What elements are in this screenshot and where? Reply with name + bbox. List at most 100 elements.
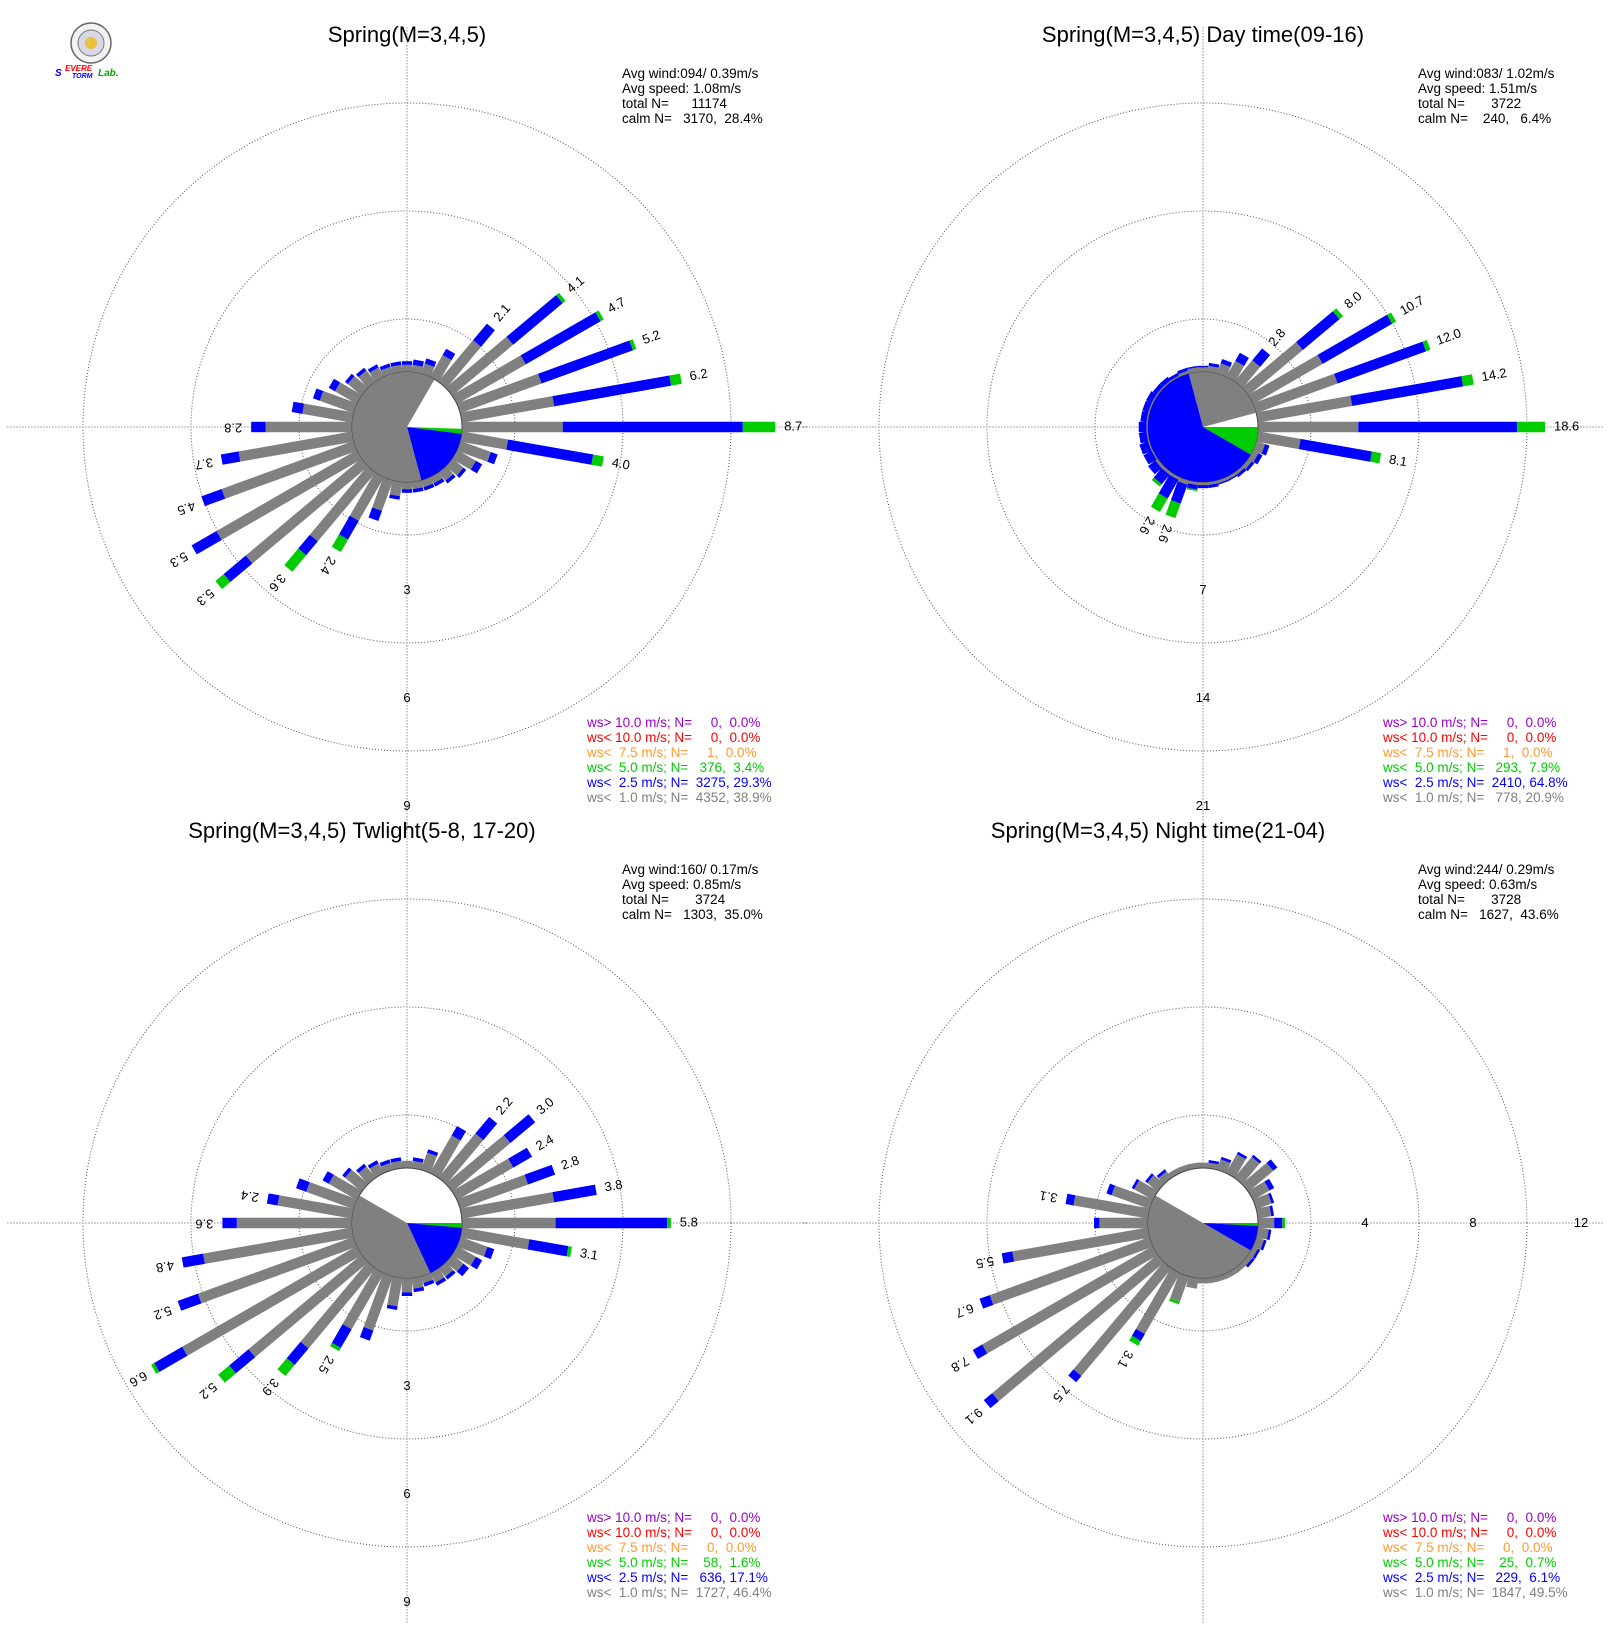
bar-segment-lt1	[1148, 440, 1154, 452]
bar-segment-lt1	[1207, 1162, 1219, 1170]
bar-segment-lt1	[1012, 1227, 1150, 1262]
bar-segment-lt1	[1216, 1159, 1231, 1174]
bar-segment-lt1	[1197, 1278, 1209, 1284]
bar-label: 3.0	[533, 1094, 556, 1117]
stats-line: total N= 3728	[1418, 892, 1521, 907]
bar-segment-lt5	[1370, 451, 1382, 464]
legend-entry-lt10: ws< 10.0 m/s; N= 0, 0.0%	[1382, 730, 1556, 745]
ring-label: 12	[1574, 1215, 1588, 1230]
bar-segment-lt5	[556, 292, 566, 304]
bar-label: 2.8	[224, 421, 242, 436]
bar-segment-lt1	[1178, 370, 1190, 378]
bar-label: 2.4	[533, 1131, 556, 1153]
bar-segment-lt5	[667, 1217, 671, 1229]
bar-segment-lt1	[1225, 360, 1245, 382]
bar-segment-lt2_5	[1220, 1156, 1232, 1163]
bar-segment-lt1	[429, 1135, 461, 1178]
bar-segment-lt5	[1422, 339, 1431, 352]
bar-segment-lt2_5	[1187, 365, 1198, 370]
bar-label: 3.7	[194, 455, 214, 473]
bar-label: 9.1	[962, 1405, 985, 1428]
bar-segment-lt2_5	[470, 460, 483, 474]
bar-segment-lt1	[1241, 458, 1253, 470]
legend-entry-lt5: ws< 5.0 m/s; N= 293, 7.9%	[1382, 760, 1560, 775]
severe-storm-lab-logo: S EVERE TORM Lab.	[55, 22, 119, 80]
ring-label: 4	[1361, 1215, 1368, 1230]
bar-segment-lt2_5	[1138, 431, 1149, 444]
bar-segment-lt5	[151, 1362, 160, 1374]
bar-segment-lt1	[1225, 472, 1237, 480]
stats-line: total N= 11174	[622, 96, 727, 111]
logo-text-torm: TORM	[72, 73, 93, 80]
bar-segment-lt5	[1151, 477, 1162, 487]
bar-segment-lt2_5	[1217, 479, 1229, 485]
bar-segment-lt2_5	[344, 373, 355, 385]
bar-segment-lt5	[591, 454, 604, 467]
bar-segment-lt2_5	[527, 1239, 569, 1257]
bar-segment-lt1	[411, 1276, 424, 1289]
bar-segment-lt1	[1169, 472, 1181, 480]
bar-segment-lt1	[1225, 1154, 1246, 1178]
bar-segment-lt2_5	[1268, 1192, 1275, 1204]
bar-segment-lt2_5	[1197, 485, 1209, 489]
bar-segment-lt2_5	[1260, 1239, 1267, 1251]
bar-segment-lt5	[742, 421, 776, 433]
bar-segment-lt2_5	[1197, 365, 1209, 368]
bar-segment-lt1	[1252, 373, 1338, 414]
bar-segment-lt1	[452, 355, 526, 405]
bar-segment-lt1	[347, 376, 369, 396]
bar-segment-lt2_5	[1131, 1328, 1145, 1342]
bar-segment-lt2_5	[1138, 421, 1147, 433]
bar-segment-lt1	[1168, 1168, 1181, 1178]
bar-segment-lt2_5	[1158, 474, 1179, 499]
calm-sector-lt1	[1203, 372, 1257, 427]
bar-segment-lt2_5	[1106, 1183, 1116, 1196]
bar-segment-lt2_5	[359, 1327, 374, 1341]
bar-segment-lt1	[203, 1227, 354, 1264]
bar-segment-lt2_5	[401, 361, 413, 365]
bar-segment-lt1	[1207, 365, 1219, 374]
legend-entry-lt2_5: ws< 2.5 m/s; N= 2410, 64.8%	[1382, 775, 1568, 790]
calm-sector-lt1	[407, 372, 435, 427]
bar-segment-lt1	[1073, 1195, 1150, 1219]
bar-segment-lt2_5	[1266, 1159, 1278, 1171]
bar-label: 12.0	[1434, 325, 1463, 348]
bar-segment-lt1	[344, 1169, 369, 1192]
bar-segment-lt2_5	[1131, 1178, 1140, 1190]
bar-segment-lt2_5	[1207, 483, 1219, 489]
ring-label: 9	[403, 1594, 410, 1609]
windrose-panel-1: 3 6 9 2.1 4.1 4.7 5.2 6.2 8.7 4.0 2.4 3.6 5.35.3 4.5 3…	[7, 22, 807, 827]
bar-segment-lt2_5	[331, 1324, 352, 1349]
bar-segment-lt2_5	[251, 421, 266, 433]
legend-entry-lt2_5: ws< 2.5 m/s; N= 636, 17.1%	[586, 1570, 768, 1585]
legend-entry-lt2_5: ws< 2.5 m/s; N= 229, 6.1%	[1382, 1570, 1560, 1585]
bar-segment-lt2_5	[473, 323, 495, 347]
bar-segment-lt5	[284, 548, 307, 572]
bar-segment-lt2_5	[506, 295, 563, 345]
bar-segment-lt1	[462, 1217, 556, 1229]
bar-segment-lt1	[358, 1166, 376, 1185]
bar-segment-lt1	[216, 449, 362, 541]
bar-segment-lt1	[445, 1135, 511, 1192]
legend-entry-lt10: ws< 10.0 m/s; N= 0, 0.0%	[586, 1525, 760, 1540]
bar-segment-lt2_5	[1170, 481, 1188, 504]
bar-segment-lt2_5	[552, 1184, 597, 1203]
stats-line: Avg speed: 1.08m/s	[622, 81, 741, 96]
bar-segment-lt1	[1151, 449, 1158, 460]
bar-segment-lt1	[238, 431, 354, 462]
bar-segment-lt1	[1155, 458, 1165, 469]
bar-segment-lt1	[445, 458, 464, 476]
bar-segment-lt1	[456, 1236, 488, 1257]
bar-segment-lt1	[182, 1245, 362, 1356]
panel-title: Spring(M=3,4,5) Twlight(5-8, 17-20)	[188, 818, 535, 843]
bar-segment-lt2_5	[181, 1253, 205, 1268]
calm-sector-lt1	[1188, 372, 1203, 427]
bar-segment-lt2_5	[1235, 352, 1249, 366]
bar-segment-lt1	[349, 472, 385, 521]
bar-segment-lt2_5	[433, 478, 445, 487]
bar-segment-lt2_5	[1152, 383, 1164, 395]
ring-label: 6	[403, 1486, 410, 1501]
bar-segment-lt5	[1186, 487, 1198, 492]
bar-label: 8.7	[784, 418, 802, 433]
bar-label: 2.4	[240, 1187, 260, 1205]
